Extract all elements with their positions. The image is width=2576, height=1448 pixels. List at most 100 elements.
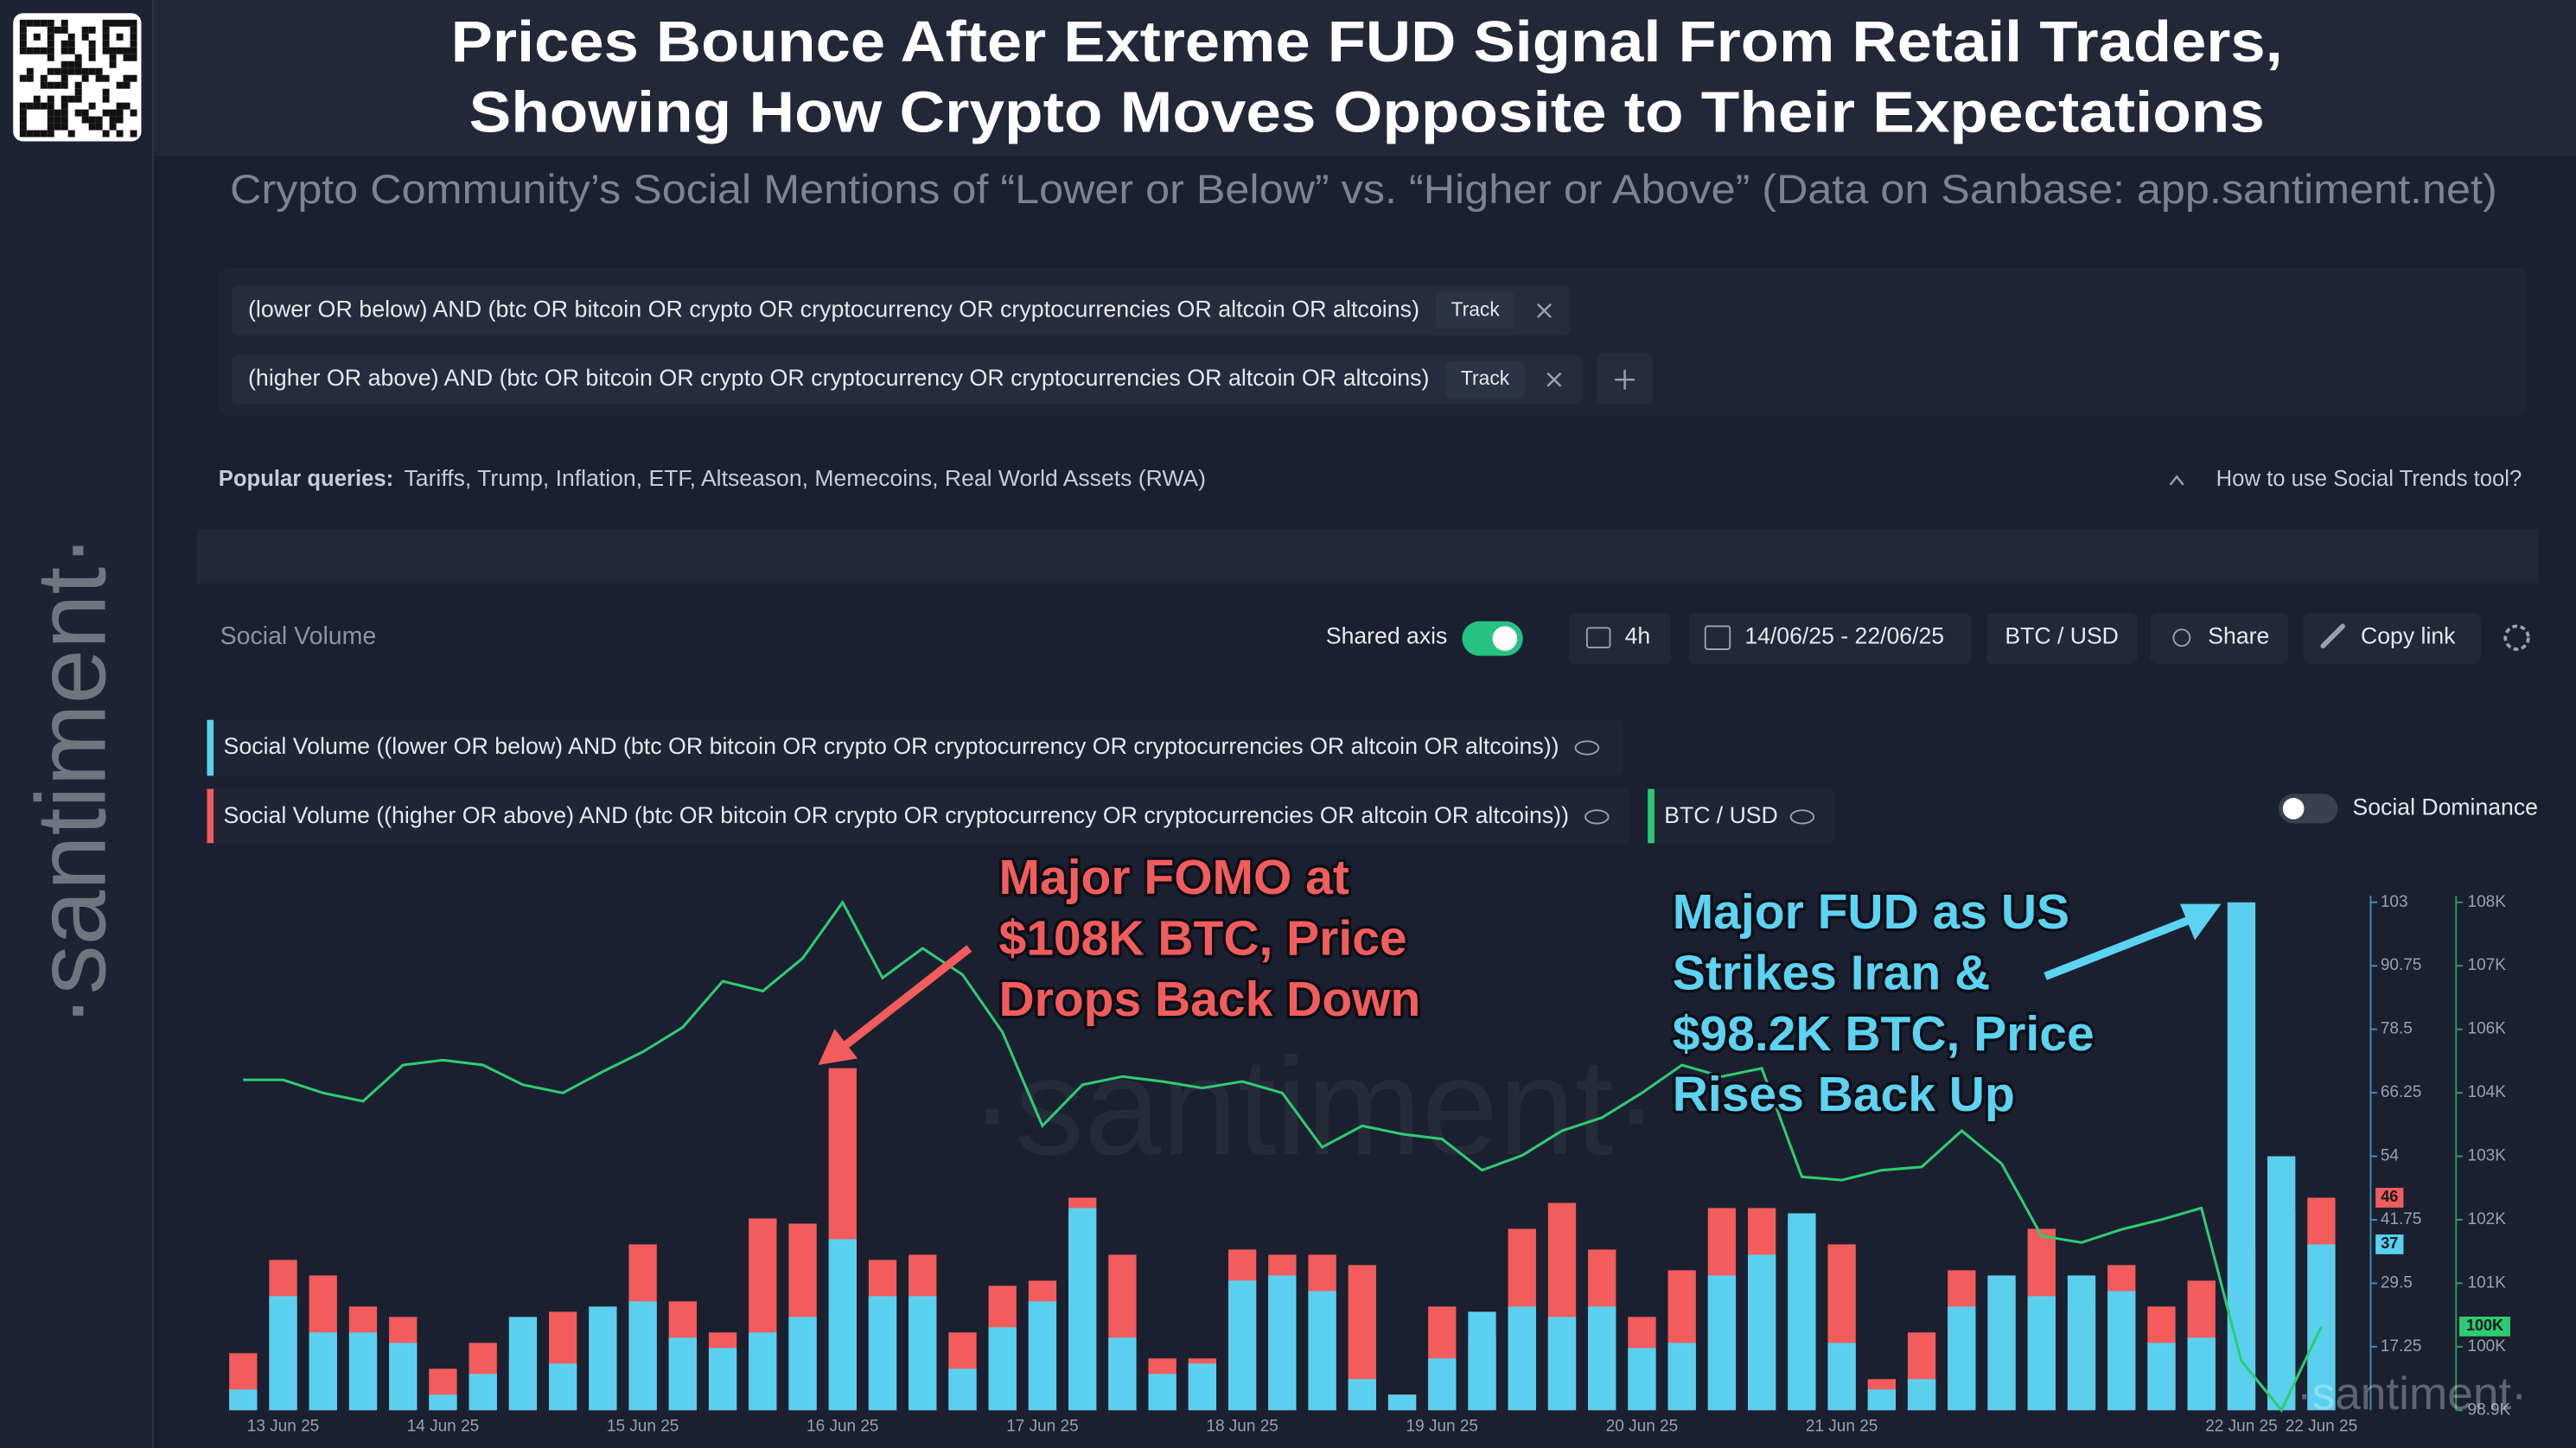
interval-button[interactable] xyxy=(1568,613,1671,665)
share-icon xyxy=(2172,628,2191,647)
bar xyxy=(749,1332,777,1411)
qr-module xyxy=(61,116,68,124)
query-text: (higher OR above) AND (btc OR bitcoin OR… xyxy=(248,365,1429,391)
annotation-text: $98.2K BTC, Price xyxy=(1673,1006,2095,1062)
bar xyxy=(348,1332,378,1411)
x-tick-label: 21 Jun 25 xyxy=(1806,1417,1878,1435)
qr-module xyxy=(19,116,27,124)
query-pill[interactable] xyxy=(231,285,1571,335)
panel-title: Social Volume xyxy=(220,622,377,650)
legend-swatch xyxy=(207,719,214,776)
qr-module xyxy=(102,19,110,27)
qr-module xyxy=(19,102,27,110)
qr-module xyxy=(40,19,48,27)
track-button[interactable] xyxy=(1445,361,1525,399)
last-value-badge xyxy=(2459,1317,2510,1336)
qr-module xyxy=(19,130,27,137)
qr-module xyxy=(61,102,68,110)
qr-module xyxy=(88,40,96,48)
bar xyxy=(1108,1337,1137,1411)
qr-module xyxy=(26,47,34,54)
qr-module xyxy=(47,54,54,61)
qr-module xyxy=(40,74,48,82)
legend-label: Social Volume ((lower OR below) AND (btc… xyxy=(223,733,1559,759)
sidebar xyxy=(0,0,153,1448)
track-button[interactable] xyxy=(1436,292,1515,329)
toggle-knob xyxy=(2282,798,2305,820)
help-link[interactable]: How to use Social Trends tool? xyxy=(2216,467,2522,491)
copy-link-label: Copy link xyxy=(2361,623,2456,649)
qr-module xyxy=(88,67,96,75)
qr-module xyxy=(116,81,124,89)
settings-icon[interactable] xyxy=(2503,624,2530,651)
last-value-badge xyxy=(2375,1234,2404,1254)
qr-module xyxy=(88,116,96,124)
y2-tick-label: 100K xyxy=(2468,1337,2507,1356)
qr-module xyxy=(102,26,110,34)
bar xyxy=(389,1343,418,1411)
bar xyxy=(1068,1208,1097,1411)
bar xyxy=(1148,1374,1176,1411)
legend-item[interactable] xyxy=(207,719,1623,776)
bar xyxy=(1827,1343,1856,1411)
qr-module xyxy=(19,109,27,117)
x-tick-label: 22 Jun 25 xyxy=(2205,1417,2277,1435)
query-pill[interactable] xyxy=(231,354,1583,405)
bar xyxy=(2227,902,2256,1411)
visibility-icon[interactable] xyxy=(1789,809,1815,825)
query-text: (lower OR below) AND (btc OR bitcoin OR … xyxy=(248,296,1419,322)
bar xyxy=(868,1296,897,1411)
qr-module xyxy=(116,130,124,137)
annotation-text: Major FUD as US xyxy=(1673,884,2069,940)
legend-item[interactable] xyxy=(1648,788,1835,844)
qr-module xyxy=(61,40,68,48)
bar xyxy=(1508,1306,1536,1411)
qr-module xyxy=(54,67,61,75)
qr-module xyxy=(109,61,117,68)
bar xyxy=(269,1296,297,1411)
bar xyxy=(948,1368,977,1411)
qr-module xyxy=(61,74,68,82)
qr-module xyxy=(102,95,110,103)
bar xyxy=(1308,1291,1336,1411)
qr-module xyxy=(102,47,110,54)
calendar-icon xyxy=(1704,625,1731,650)
qr-module xyxy=(74,67,82,75)
share-button[interactable] xyxy=(2150,613,2289,665)
x-tick-label: 20 Jun 25 xyxy=(1606,1417,1678,1435)
annotation-text: Strikes Iran & xyxy=(1673,945,1991,1000)
qr-module xyxy=(88,47,96,54)
qr-module xyxy=(116,19,124,27)
qr-module xyxy=(19,33,27,41)
date-range-button[interactable] xyxy=(1688,613,1972,665)
qr-module xyxy=(61,61,68,68)
watermark: ·santiment· xyxy=(2297,1368,2527,1419)
qr-module xyxy=(88,54,96,61)
visibility-icon[interactable] xyxy=(1574,740,1600,756)
copy-link-button[interactable] xyxy=(2303,613,2481,665)
qr-module xyxy=(130,40,137,48)
qr-module xyxy=(61,26,68,34)
qr-module xyxy=(88,102,96,110)
bar xyxy=(1227,1280,1257,1411)
x-tick-label: 17 Jun 25 xyxy=(1006,1417,1078,1435)
qr-module xyxy=(47,81,54,89)
visibility-icon[interactable] xyxy=(1584,809,1610,825)
qr-module xyxy=(54,109,61,117)
remove-icon[interactable] xyxy=(1537,303,1552,318)
qr-module xyxy=(40,81,48,89)
qr-module xyxy=(102,130,110,137)
date-range-label: 14/06/25 - 22/06/25 xyxy=(1744,623,1944,649)
remove-icon[interactable] xyxy=(1546,372,1562,387)
legend-item[interactable] xyxy=(207,788,1630,844)
pair-button[interactable] xyxy=(1986,613,2138,665)
qr-module xyxy=(61,123,68,131)
bar xyxy=(1707,1275,1737,1411)
qr-module xyxy=(47,19,54,27)
y-tick-label: 41.75 xyxy=(2381,1210,2422,1228)
qr-module xyxy=(26,102,34,110)
qr-module xyxy=(61,81,68,89)
popular-items[interactable]: Tariffs, Trump, Inflation, ETF, Altseaso… xyxy=(405,467,1206,491)
qr-module xyxy=(47,33,54,41)
